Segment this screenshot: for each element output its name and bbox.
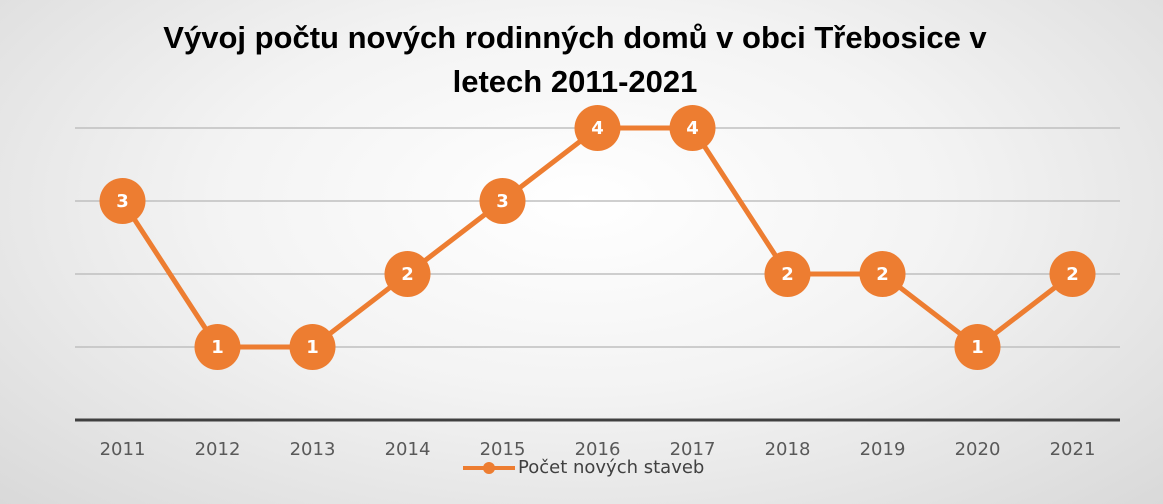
data-label: 2 <box>401 264 414 285</box>
data-point <box>859 251 906 297</box>
data-label: 4 <box>591 118 604 139</box>
data-label: 1 <box>211 337 224 358</box>
data-point <box>669 105 716 151</box>
x-tick-label: 2011 <box>100 439 146 460</box>
x-tick-label: 2013 <box>290 439 336 460</box>
data-label: 4 <box>686 118 699 139</box>
x-tick-label: 2017 <box>670 439 716 460</box>
x-tick-label: 2021 <box>1050 439 1096 460</box>
data-point <box>479 178 526 224</box>
data-point <box>574 105 621 151</box>
data-label: 1 <box>971 337 984 358</box>
chart-title: Vývoj počtu nových rodinných domů v obci… <box>163 20 987 99</box>
data-label: 3 <box>496 191 509 212</box>
data-point <box>764 251 811 297</box>
data-point <box>289 324 336 370</box>
data-label: 2 <box>1066 264 1079 285</box>
legend-marker <box>483 462 495 474</box>
x-tick-label: 2014 <box>385 439 431 460</box>
x-tick-label: 2016 <box>575 439 621 460</box>
x-tick-label: 2018 <box>765 439 811 460</box>
x-tick-label: 2012 <box>195 439 241 460</box>
data-point <box>384 251 431 297</box>
x-tick-label: 2019 <box>860 439 906 460</box>
data-point <box>1049 251 1096 297</box>
data-label: 1 <box>306 337 319 358</box>
data-label: 2 <box>781 264 794 285</box>
data-label: 3 <box>116 191 129 212</box>
x-tick-label: 2015 <box>480 439 526 460</box>
legend-label: Počet nových staveb <box>518 457 704 478</box>
data-point <box>194 324 241 370</box>
data-point <box>954 324 1001 370</box>
data-label: 2 <box>876 264 889 285</box>
x-tick-label: 2020 <box>955 439 1001 460</box>
series-line <box>120 125 1075 350</box>
data-point <box>99 178 146 224</box>
